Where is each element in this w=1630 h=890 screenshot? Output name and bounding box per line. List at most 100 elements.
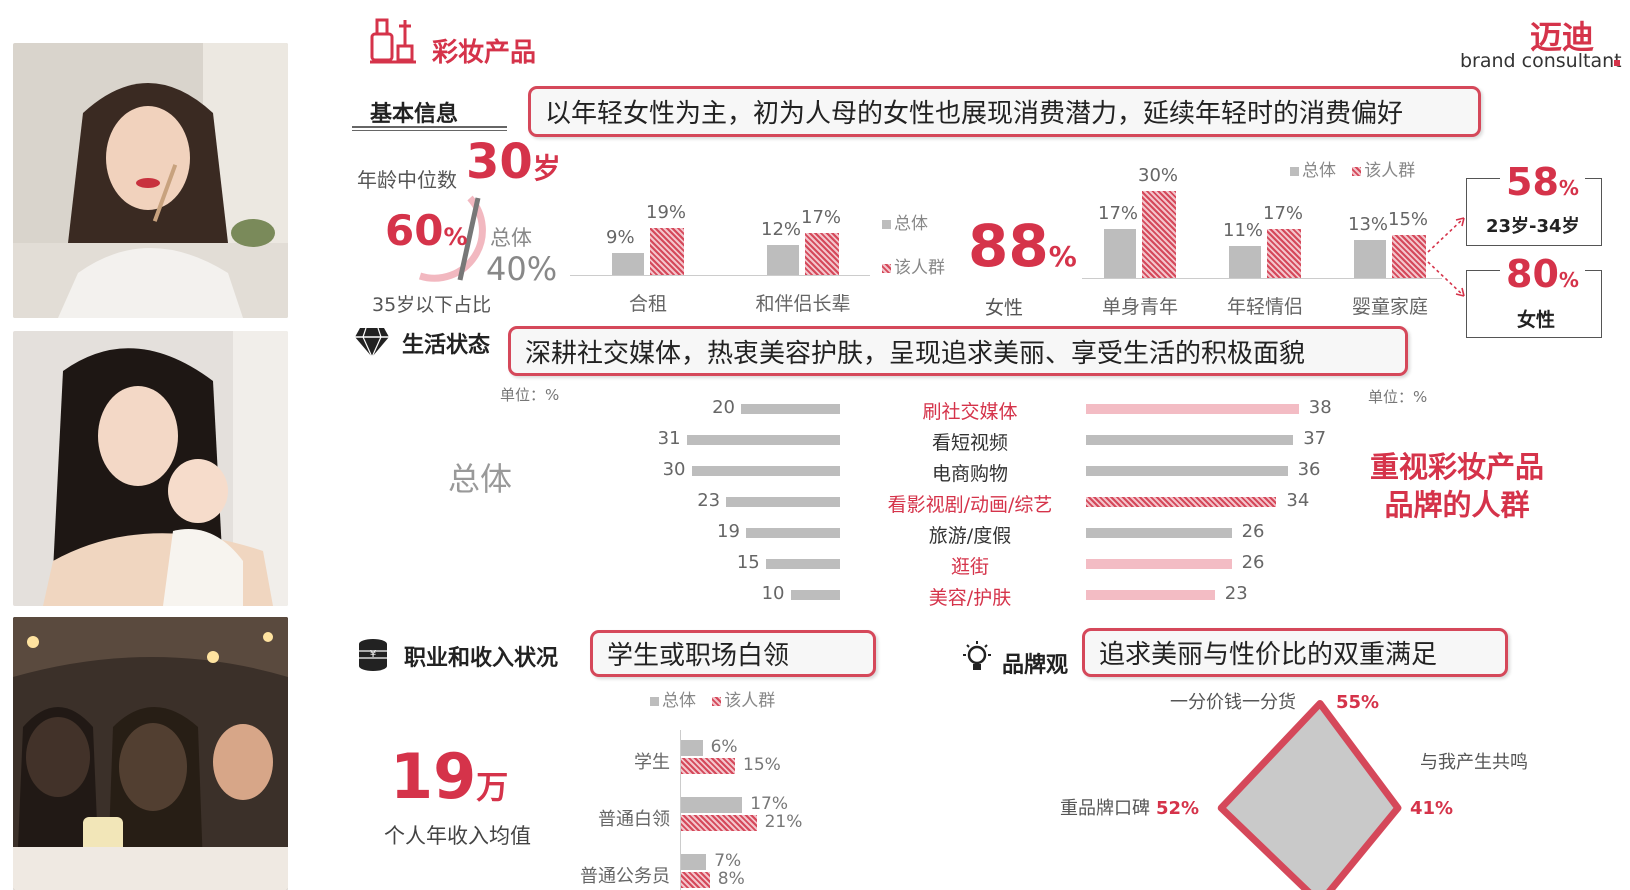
section-basic-info: 基本信息 <box>370 102 459 127</box>
overall-label: 总体 <box>490 226 532 250</box>
life-group-value: 37 <box>1303 428 1327 449</box>
life-bar-total <box>691 466 840 476</box>
section-life-status: 生活状态 <box>402 333 491 358</box>
bar-category-label: 和伴侣长辈 <box>755 293 851 315</box>
life-bar-total <box>741 404 840 414</box>
life-bar-group <box>1086 466 1288 476</box>
bar-category-label: 婴童家庭 <box>1351 296 1428 318</box>
life-bar-total <box>686 435 840 445</box>
income-value: 19万 <box>390 740 509 813</box>
life-group-value: 38 <box>1308 397 1332 418</box>
life-headline: 深耕社交媒体，热衷美容护肤，呈现追求美丽、享受生活的积极面貌 <box>525 338 1306 369</box>
diamond-icon <box>354 326 390 362</box>
life-item-label: 逛街 <box>950 556 989 578</box>
age-median-label: 年龄中位数 <box>357 168 457 192</box>
life-bar-total <box>790 590 840 600</box>
bar-total <box>1229 246 1261 278</box>
life-group-value: 36 <box>1297 459 1321 480</box>
life-headline-box: 深耕社交媒体，热衷美容护肤，呈现追求美丽、享受生活的积极面貌 <box>508 326 1408 376</box>
job-legend: 总体 该人群 <box>650 686 775 711</box>
job-headline-box: 学生或职场白领 <box>590 630 876 677</box>
life-item-label: 刷社交媒体 <box>922 401 1018 423</box>
radar-axis-value: 52% <box>1156 798 1199 819</box>
life-overall-label: 总体 <box>448 460 513 498</box>
bar-group <box>650 227 684 275</box>
radar-shape <box>1217 700 1402 890</box>
brand-headline: 追求美丽与性价比的双重满足 <box>1099 640 1438 670</box>
bar-total-label: 13% <box>1348 214 1389 236</box>
brand-headline-box: 追求美丽与性价比的双重满足 <box>1082 628 1508 677</box>
callout-female-label: 女性 <box>1517 309 1556 331</box>
job-bar-total <box>681 797 743 813</box>
life-item-label: 美容/护肤 <box>928 587 1012 609</box>
bar-group-label: 30% <box>1138 165 1179 186</box>
radar-axis-label: 一分价钱一分货 <box>1170 692 1296 713</box>
callout-arrows <box>1427 217 1465 297</box>
photo-mother-baby <box>13 331 288 606</box>
job-bar-total <box>681 740 703 756</box>
age-number: 30 <box>466 134 533 190</box>
living-chart: 9% 19% 合租 12% 17% 和伴侣长辈 <box>570 190 870 320</box>
page-title: 彩妆产品 <box>432 38 537 68</box>
life-unit-left: 单位：% <box>500 386 560 404</box>
job-group-value: 15% <box>743 755 781 775</box>
life-bar-group <box>1086 559 1232 569</box>
callout-age-value: 58% <box>1500 160 1585 204</box>
life-bar-group <box>1086 404 1299 414</box>
svg-text:¥: ¥ <box>370 649 376 660</box>
life-item-label: 电商购物 <box>931 463 1008 485</box>
age-unit: 岁 <box>532 152 561 185</box>
bar-group <box>1142 191 1176 278</box>
job-bar-group <box>681 815 757 831</box>
job-group-value: 8% <box>717 869 745 889</box>
legend-group-swatch <box>882 263 891 273</box>
life-group-value: 26 <box>1241 521 1265 542</box>
bar-total <box>1354 240 1386 278</box>
life-highlight-text: 重视彩妆产品 品牌的人群 <box>1370 450 1545 522</box>
bar-group <box>805 232 839 275</box>
coins-icon: ¥ <box>356 637 390 675</box>
female-label: 女性 <box>985 297 1024 319</box>
job-category-label: 普通公务员 <box>580 866 670 887</box>
radar-axis-label: 与我产生共鸣 <box>1420 752 1528 773</box>
job-total-value: 6% <box>710 737 738 757</box>
living-baseline <box>570 275 870 276</box>
job-chart: 学生 6% 15% 普通白领 17% 21% 普通公务员 7% 8% <box>560 730 860 890</box>
callout-female-value: 80% <box>1500 252 1585 296</box>
bar-total-label: 9% <box>606 226 635 248</box>
family-baseline <box>1082 278 1442 279</box>
lightbulb-icon <box>960 640 994 680</box>
life-total-value: 23 <box>697 490 721 511</box>
bar-total <box>1104 228 1136 278</box>
life-total-value: 30 <box>662 459 686 480</box>
job-axis <box>680 730 681 890</box>
bar-total-label: 17% <box>1098 202 1139 224</box>
under35-pct: 60% <box>385 206 468 255</box>
income-label: 个人年收入均值 <box>384 824 531 848</box>
life-total-value: 19 <box>717 521 740 542</box>
life-bar-group <box>1086 528 1232 538</box>
life-item-label: 旅游/度假 <box>928 525 1012 547</box>
bar-total <box>612 252 644 275</box>
job-headline: 学生或职场白领 <box>607 641 790 671</box>
bar-total-label: 11% <box>1223 220 1264 242</box>
brand-logo-dot <box>1614 60 1620 66</box>
legend-basic-2: 总体 该人群 <box>1290 156 1415 181</box>
section-basic-underline <box>352 126 507 131</box>
bar-group <box>1267 228 1301 278</box>
job-category-label: 普通白领 <box>598 809 670 830</box>
life-group-value: 23 <box>1224 583 1248 604</box>
life-total-value: 15 <box>736 552 760 573</box>
job-total-value: 17% <box>750 794 788 814</box>
photo-woman-lipstick <box>13 43 288 318</box>
under35-label: 35岁以下占比 <box>372 294 492 316</box>
job-bar-group <box>681 758 735 774</box>
age-median-value: 30岁 <box>466 134 561 190</box>
basic-headline: 以年轻女性为主，初为人母的女性也展现消费潜力，延续年轻时的消费偏好 <box>545 99 1404 129</box>
bar-category-label: 合租 <box>628 293 667 315</box>
life-bar-total <box>745 528 840 538</box>
life-bar-group <box>1086 497 1277 507</box>
job-group-value: 21% <box>764 812 803 832</box>
life-group-value: 26 <box>1241 552 1265 573</box>
